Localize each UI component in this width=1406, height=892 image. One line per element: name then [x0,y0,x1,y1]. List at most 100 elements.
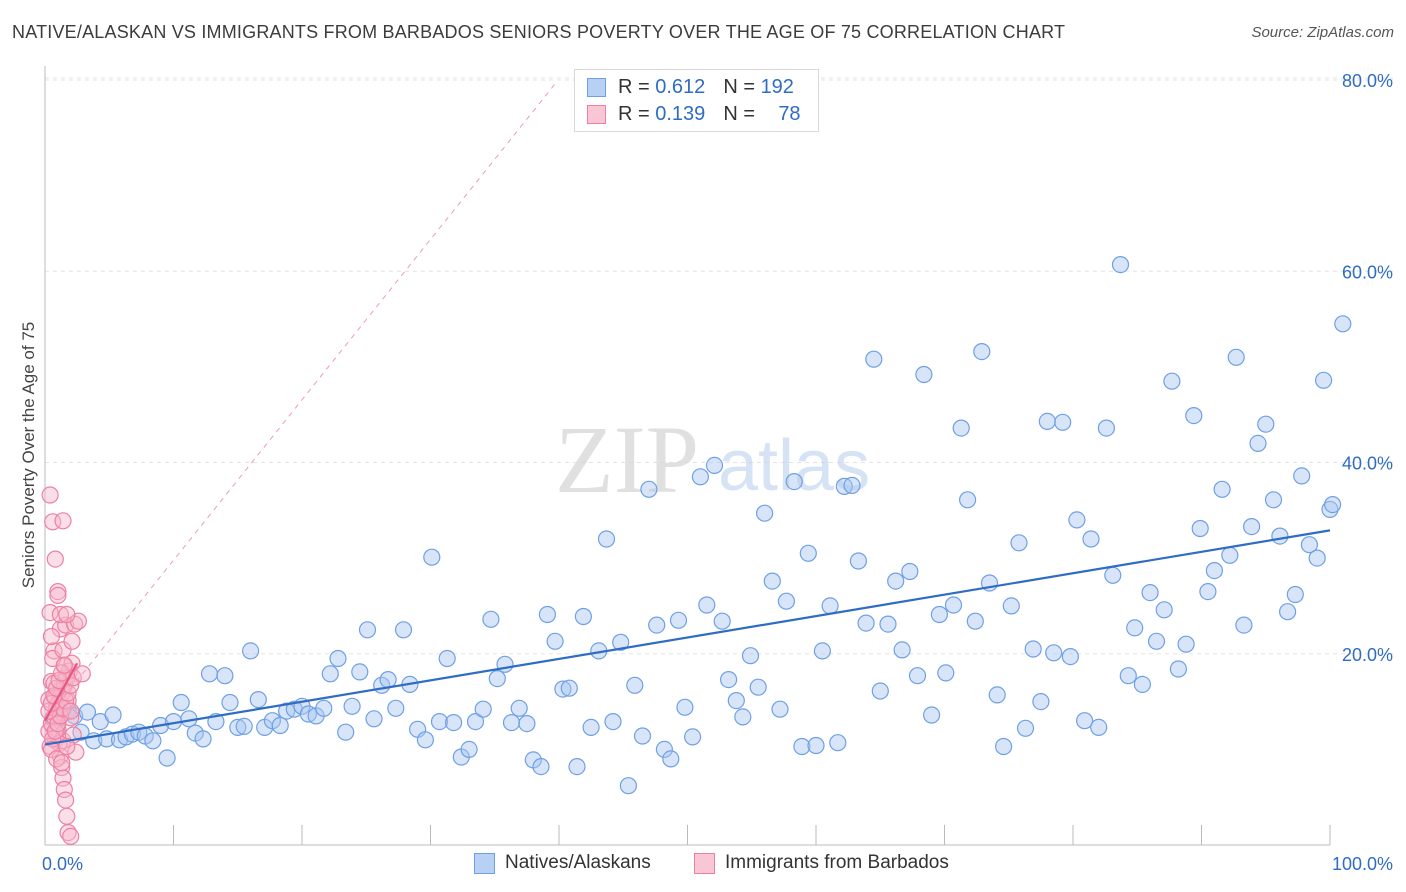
data-point [460,740,478,759]
bottom-legend-label-barbados: Immigrants from Barbados [725,852,949,873]
data-point [78,703,97,721]
data-point [879,615,897,633]
data-point [1038,412,1056,430]
y-tick-label: 80.0% [1342,71,1393,91]
data-point [719,670,738,689]
legend-n-label: N = [723,75,755,98]
data-point [200,665,219,683]
data-point [63,632,81,650]
data-point [49,582,67,601]
data-point [242,642,260,660]
data-point [488,669,506,688]
legend-row-natives: R = 0.612 N = 192 [587,75,794,99]
series-natives [44,256,1352,795]
data-point [849,552,868,570]
data-point [532,757,550,776]
correlation-legend: R = 0.612 N = 192 R = 0.139 N = 78 [574,69,819,132]
x-tick-label-max: 100.0% [1332,854,1393,874]
legend-r-label: R = [618,102,650,125]
data-point [229,718,247,737]
legend-r-value: 0.139 [655,102,706,125]
legend-n-label: N = [723,102,755,125]
grid-lines [45,77,1395,655]
data-point [799,544,817,562]
data-point [502,713,521,732]
legend-r-label: R = [618,75,650,98]
data-point [1271,527,1289,545]
data-point [1321,500,1339,518]
data-point [807,736,825,755]
data-point [1126,619,1144,637]
trend-extension-barbados [44,83,556,722]
data-point [1016,719,1035,737]
data-point [763,572,781,590]
data-point [144,732,162,750]
data-point [394,621,413,639]
data-point [669,611,688,629]
data-point [901,562,919,581]
data-point [988,686,1006,704]
data-point [423,548,441,566]
data-point [53,754,71,772]
data-point [1141,583,1159,602]
data-point [538,605,557,624]
data-point [1061,647,1080,666]
data-point [387,699,405,717]
data-point [1054,413,1072,431]
y-tick-label: 60.0% [1342,262,1393,282]
data-point [315,699,333,717]
data-point [46,550,64,568]
data-point [1045,644,1063,662]
data-point [1002,597,1020,615]
data-point [329,649,347,668]
data-point [1133,675,1152,694]
data-point [221,693,239,712]
data-point [104,706,122,724]
data-point [1191,519,1209,538]
data-point [727,691,745,710]
data-point [1334,315,1352,333]
data-point [944,596,963,614]
data-point [648,616,666,634]
watermark-zip: ZIP [555,406,699,513]
y-tick-label: 40.0% [1342,454,1393,474]
legend-n-value: 192 [760,75,794,98]
data-point [691,468,710,486]
data-point [438,649,456,668]
y-axis-label: Seniors Poverty Over the Age of 75 [19,322,38,588]
data-point [58,807,76,825]
data-point [771,700,789,718]
data-point [216,667,234,685]
data-point [966,612,984,630]
data-point [343,697,361,715]
data-point [445,713,463,732]
series-barbados [40,486,91,846]
data-point [158,749,176,767]
data-point [416,731,434,749]
tick-labels: 20.0% 40.0% 60.0% 80.0% 0.0% 100.0% [42,71,1393,874]
data-point [937,664,955,682]
data-point [482,610,500,628]
data-point [474,700,492,718]
data-point [235,717,253,736]
data-point [829,734,847,752]
data-point [755,504,774,522]
data-point [1185,407,1203,425]
data-point [604,712,622,731]
y-tick-label: 20.0% [1342,645,1393,665]
data-point [734,708,752,726]
data-point [749,678,767,696]
data-point [554,680,572,698]
data-point [1242,517,1261,536]
data-point [1249,434,1267,452]
data-point [893,641,911,659]
data-point [582,718,600,737]
data-point [1199,582,1217,601]
data-point [1111,256,1130,274]
data-point [662,750,680,768]
data-point [271,716,289,735]
trend-line-barbados [44,662,79,722]
legend-swatch-natives [587,77,606,97]
data-point [865,350,883,368]
data-point [1075,712,1094,730]
